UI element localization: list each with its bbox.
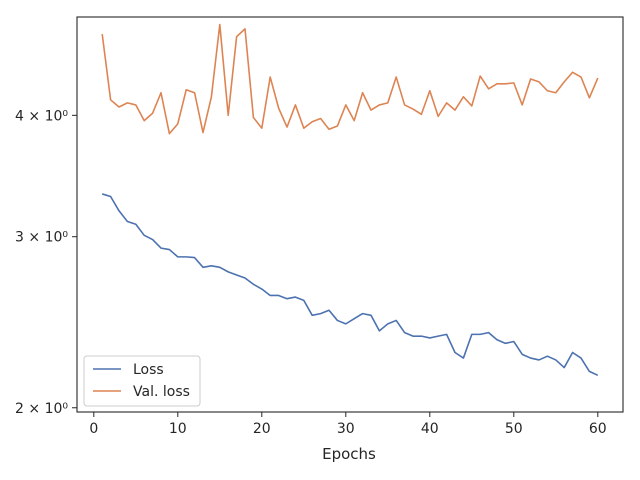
series-line-loss (101, 193, 599, 377)
x-tick-label: 50 (505, 421, 523, 437)
x-tick-label: 60 (589, 421, 607, 437)
legend-label-val-loss: Val. loss (133, 384, 190, 400)
series-line-val-loss (101, 23, 599, 135)
x-tick-label: 40 (421, 421, 439, 437)
legend: Loss Val. loss (83, 355, 201, 407)
plot-frame (76, 16, 624, 413)
legend-label-loss: Loss (133, 362, 164, 378)
y-tick-label: 2 × 10⁰ (15, 401, 68, 417)
x-tick-label: 20 (253, 421, 271, 437)
x-tick-label: 10 (169, 421, 187, 437)
plot-background (77, 17, 623, 412)
y-tick-label: 4 × 10⁰ (15, 108, 68, 124)
x-tick-label: 30 (337, 421, 355, 437)
x-axis-label: Epochs (322, 445, 376, 463)
axis-ticks: 0 10 20 30 40 50 60 2 × 10⁰ 3 × 10⁰ 4 × 10⁰ (15, 108, 607, 437)
x-tick-label: 0 (89, 421, 98, 437)
y-tick-label: 3 × 10⁰ (15, 230, 68, 246)
series-lines (101, 23, 599, 377)
